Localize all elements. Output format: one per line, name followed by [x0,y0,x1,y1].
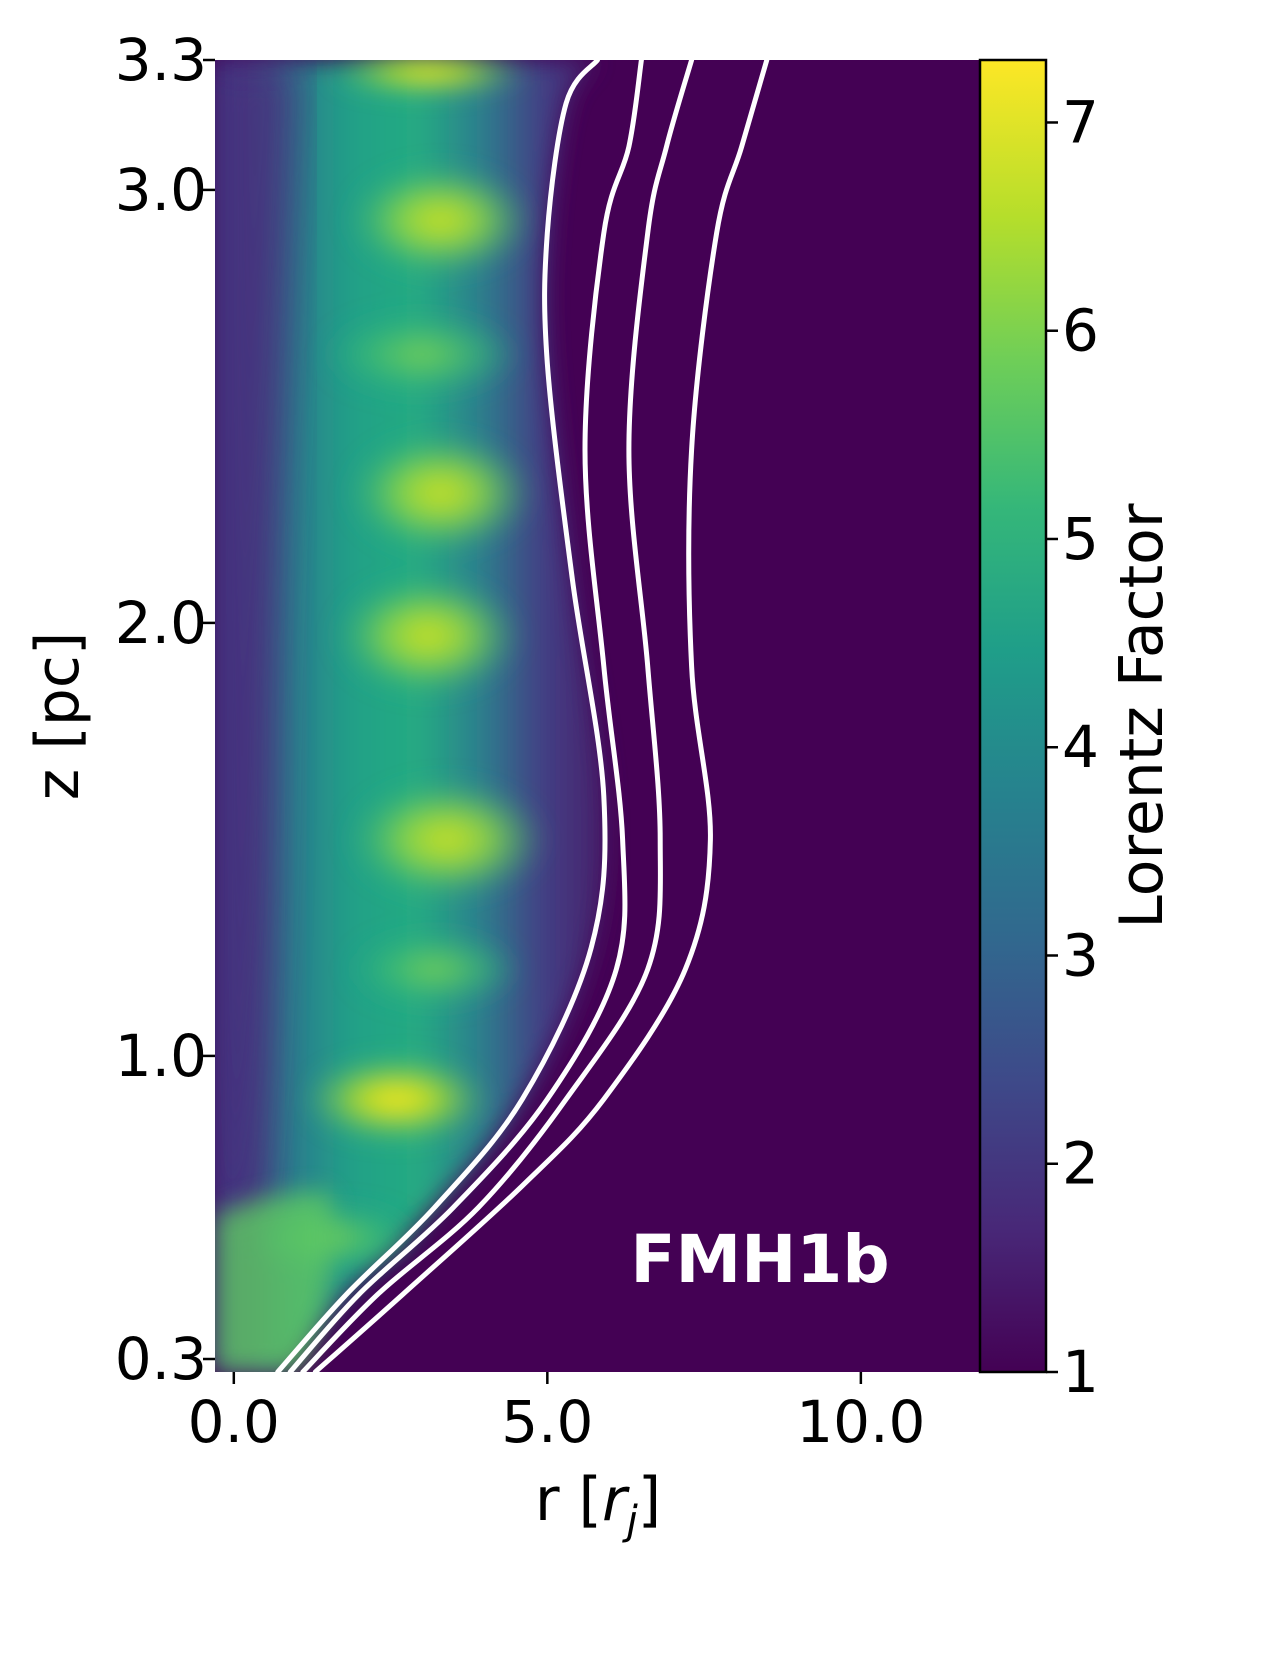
jet-body-region [215,60,606,1372]
x-tick-label: 10.0 [796,1388,925,1456]
jet-axis-dark-band [215,60,300,1215]
colorbar-tick-label: 5 [1062,505,1099,573]
contour-line-2 [287,60,644,1372]
knot-2 [346,163,535,277]
x-tick-label: 5.0 [501,1388,593,1456]
colorbar-tick-label: 4 [1062,713,1099,781]
jet-base-bright-region [215,1190,334,1372]
y-axis-ticks: 0.3 1.0 2.0 3.0 3.3 [115,26,215,1393]
knot-1 [327,60,529,95]
colorbar-tick-label: 6 [1062,297,1099,365]
colorbar-tick-label: 7 [1062,88,1099,156]
knot-4 [346,432,535,554]
knot-7 [346,930,523,1009]
colorbar-tick-label: 3 [1062,921,1099,989]
simulation-label: FMH1b [630,1221,889,1298]
contour-lines [275,60,770,1372]
x-axis-label: r [rj] [535,1465,661,1544]
y-tick-label: 3.3 [115,26,207,94]
y-tick-label: 0.3 [115,1325,207,1393]
knot-5 [334,575,523,697]
colorbar-tick-label: 2 [1062,1130,1099,1198]
y-tick-label: 1.0 [115,1022,207,1090]
knot-8 [302,1055,491,1143]
contour-line-4 [312,60,770,1372]
heatmap-field [215,60,980,1372]
contour-line-1 [275,60,608,1372]
colorbar-tick-label: 1 [1062,1338,1099,1406]
y-tick-label: 2.0 [115,589,207,657]
colorbar-label: Lorentz Factor [1107,503,1177,928]
contour-line-3 [300,60,695,1372]
colorbar: 1 2 3 4 5 6 7 Lorentz Factor [978,58,1177,1406]
knot-6 [346,778,548,901]
y-axis-label: z [pc] [23,632,93,800]
x-tick-label: 0.0 [188,1388,280,1456]
y-tick-label: 3.0 [115,156,207,224]
colorbar-gradient [978,58,1048,1374]
knot-3 [321,311,523,398]
x-axis-ticks: 0.0 5.0 10.0 [188,1372,925,1456]
jet-knots [246,60,548,1273]
colorbar-ticks: 1 2 3 4 5 6 7 [1046,88,1099,1406]
